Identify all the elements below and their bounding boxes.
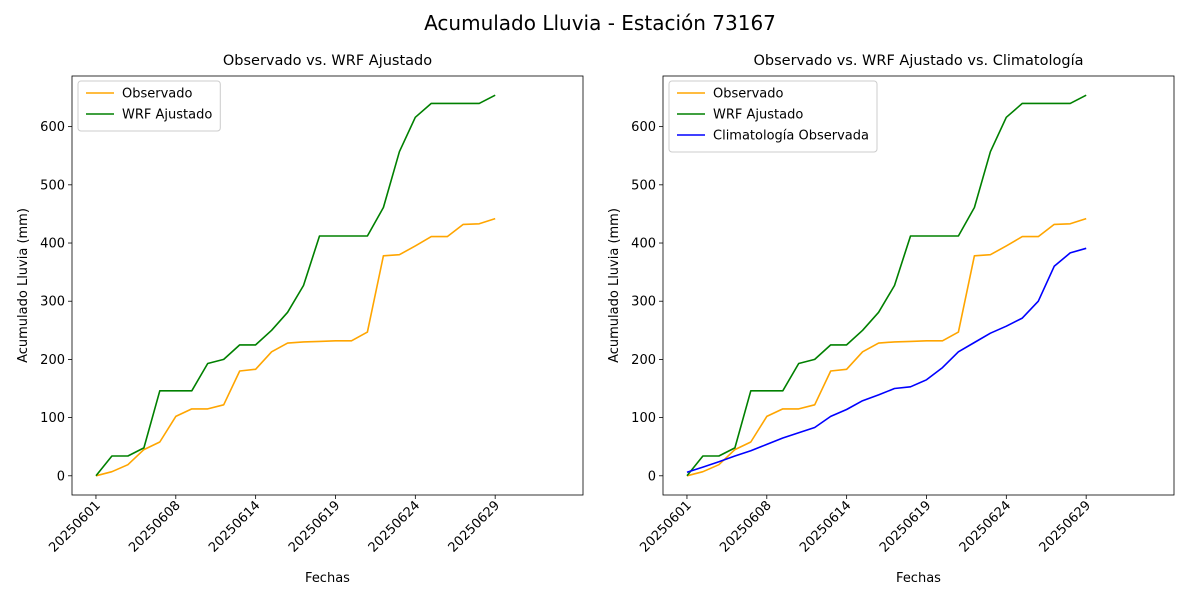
y-tick-label: 600: [40, 120, 65, 135]
series-line-3: [686, 247, 1087, 474]
x-tick-label: 20250619: [286, 498, 343, 555]
x-tick-label: 20250614: [206, 498, 263, 555]
y-tick-label: 200: [40, 353, 65, 368]
x-tick-label: 20250619: [877, 498, 934, 555]
y-axis-label: Acumulado Lluvia (mm): [607, 208, 622, 363]
x-tick-label: 20250601: [637, 498, 694, 555]
legend-entry-label: WRF Ajustado: [122, 108, 212, 123]
legend-box: [668, 80, 878, 153]
y-tick-label: 400: [631, 237, 656, 252]
chart-panel-left: Observado vs. WRF Ajustado 0 100 200 300 400 5…: [16, 53, 584, 586]
x-tick-label: 20250608: [717, 498, 774, 555]
legend: Observado WRF Ajustado: [77, 80, 221, 132]
chart-panel-right: Observado vs. WRF Ajustado vs. Climatolo…: [607, 53, 1175, 586]
legend-entry-label: Climatología Observada: [713, 129, 869, 144]
x-tick-label: 20250629: [446, 498, 503, 555]
legend-entry-label: WRF Ajustado: [713, 108, 803, 123]
y-tick-label: 0: [648, 469, 656, 484]
y-tick-label: 400: [40, 237, 65, 252]
figure-suptitle: Acumulado Lluvia - Estación 73167: [424, 11, 776, 35]
axes-frame: [662, 75, 1175, 496]
series-line-2: [686, 94, 1087, 477]
y-tick-label: 100: [631, 411, 656, 426]
y-tick-label: 300: [40, 295, 65, 310]
x-axis-label: Fechas: [896, 571, 941, 586]
legend-entry-label: Observado: [713, 87, 784, 102]
y-tick-label: 300: [631, 295, 656, 310]
chart-title: Observado vs. WRF Ajustado vs. Climatolo…: [754, 53, 1084, 69]
y-tick-label: 600: [631, 120, 656, 135]
x-tick-label: 20250624: [957, 498, 1014, 555]
y-tick-label: 0: [57, 469, 65, 484]
y-axis-label: Acumulado Lluvia (mm): [16, 208, 31, 363]
series-line-1: [686, 217, 1087, 477]
legend-entry-label: Observado: [122, 87, 193, 102]
y-tick-label: 200: [631, 353, 656, 368]
x-tick-label: 20250601: [46, 498, 103, 555]
legend: Observado WRF Ajustado Climatología Observ…: [668, 80, 878, 153]
x-tick-label: 20250629: [1037, 498, 1094, 555]
x-tick-label: 20250624: [366, 498, 423, 555]
axes-frame: [71, 75, 584, 496]
series-line-1: [95, 217, 496, 477]
series-line-2: [95, 94, 496, 477]
chart-title: Observado vs. WRF Ajustado: [223, 53, 432, 69]
x-axis-label: Fechas: [305, 571, 350, 586]
x-tick-label: 20250608: [126, 498, 183, 555]
y-tick-label: 500: [631, 178, 656, 193]
y-tick-label: 500: [40, 178, 65, 193]
x-tick-label: 20250614: [797, 498, 854, 555]
y-tick-label: 100: [40, 411, 65, 426]
